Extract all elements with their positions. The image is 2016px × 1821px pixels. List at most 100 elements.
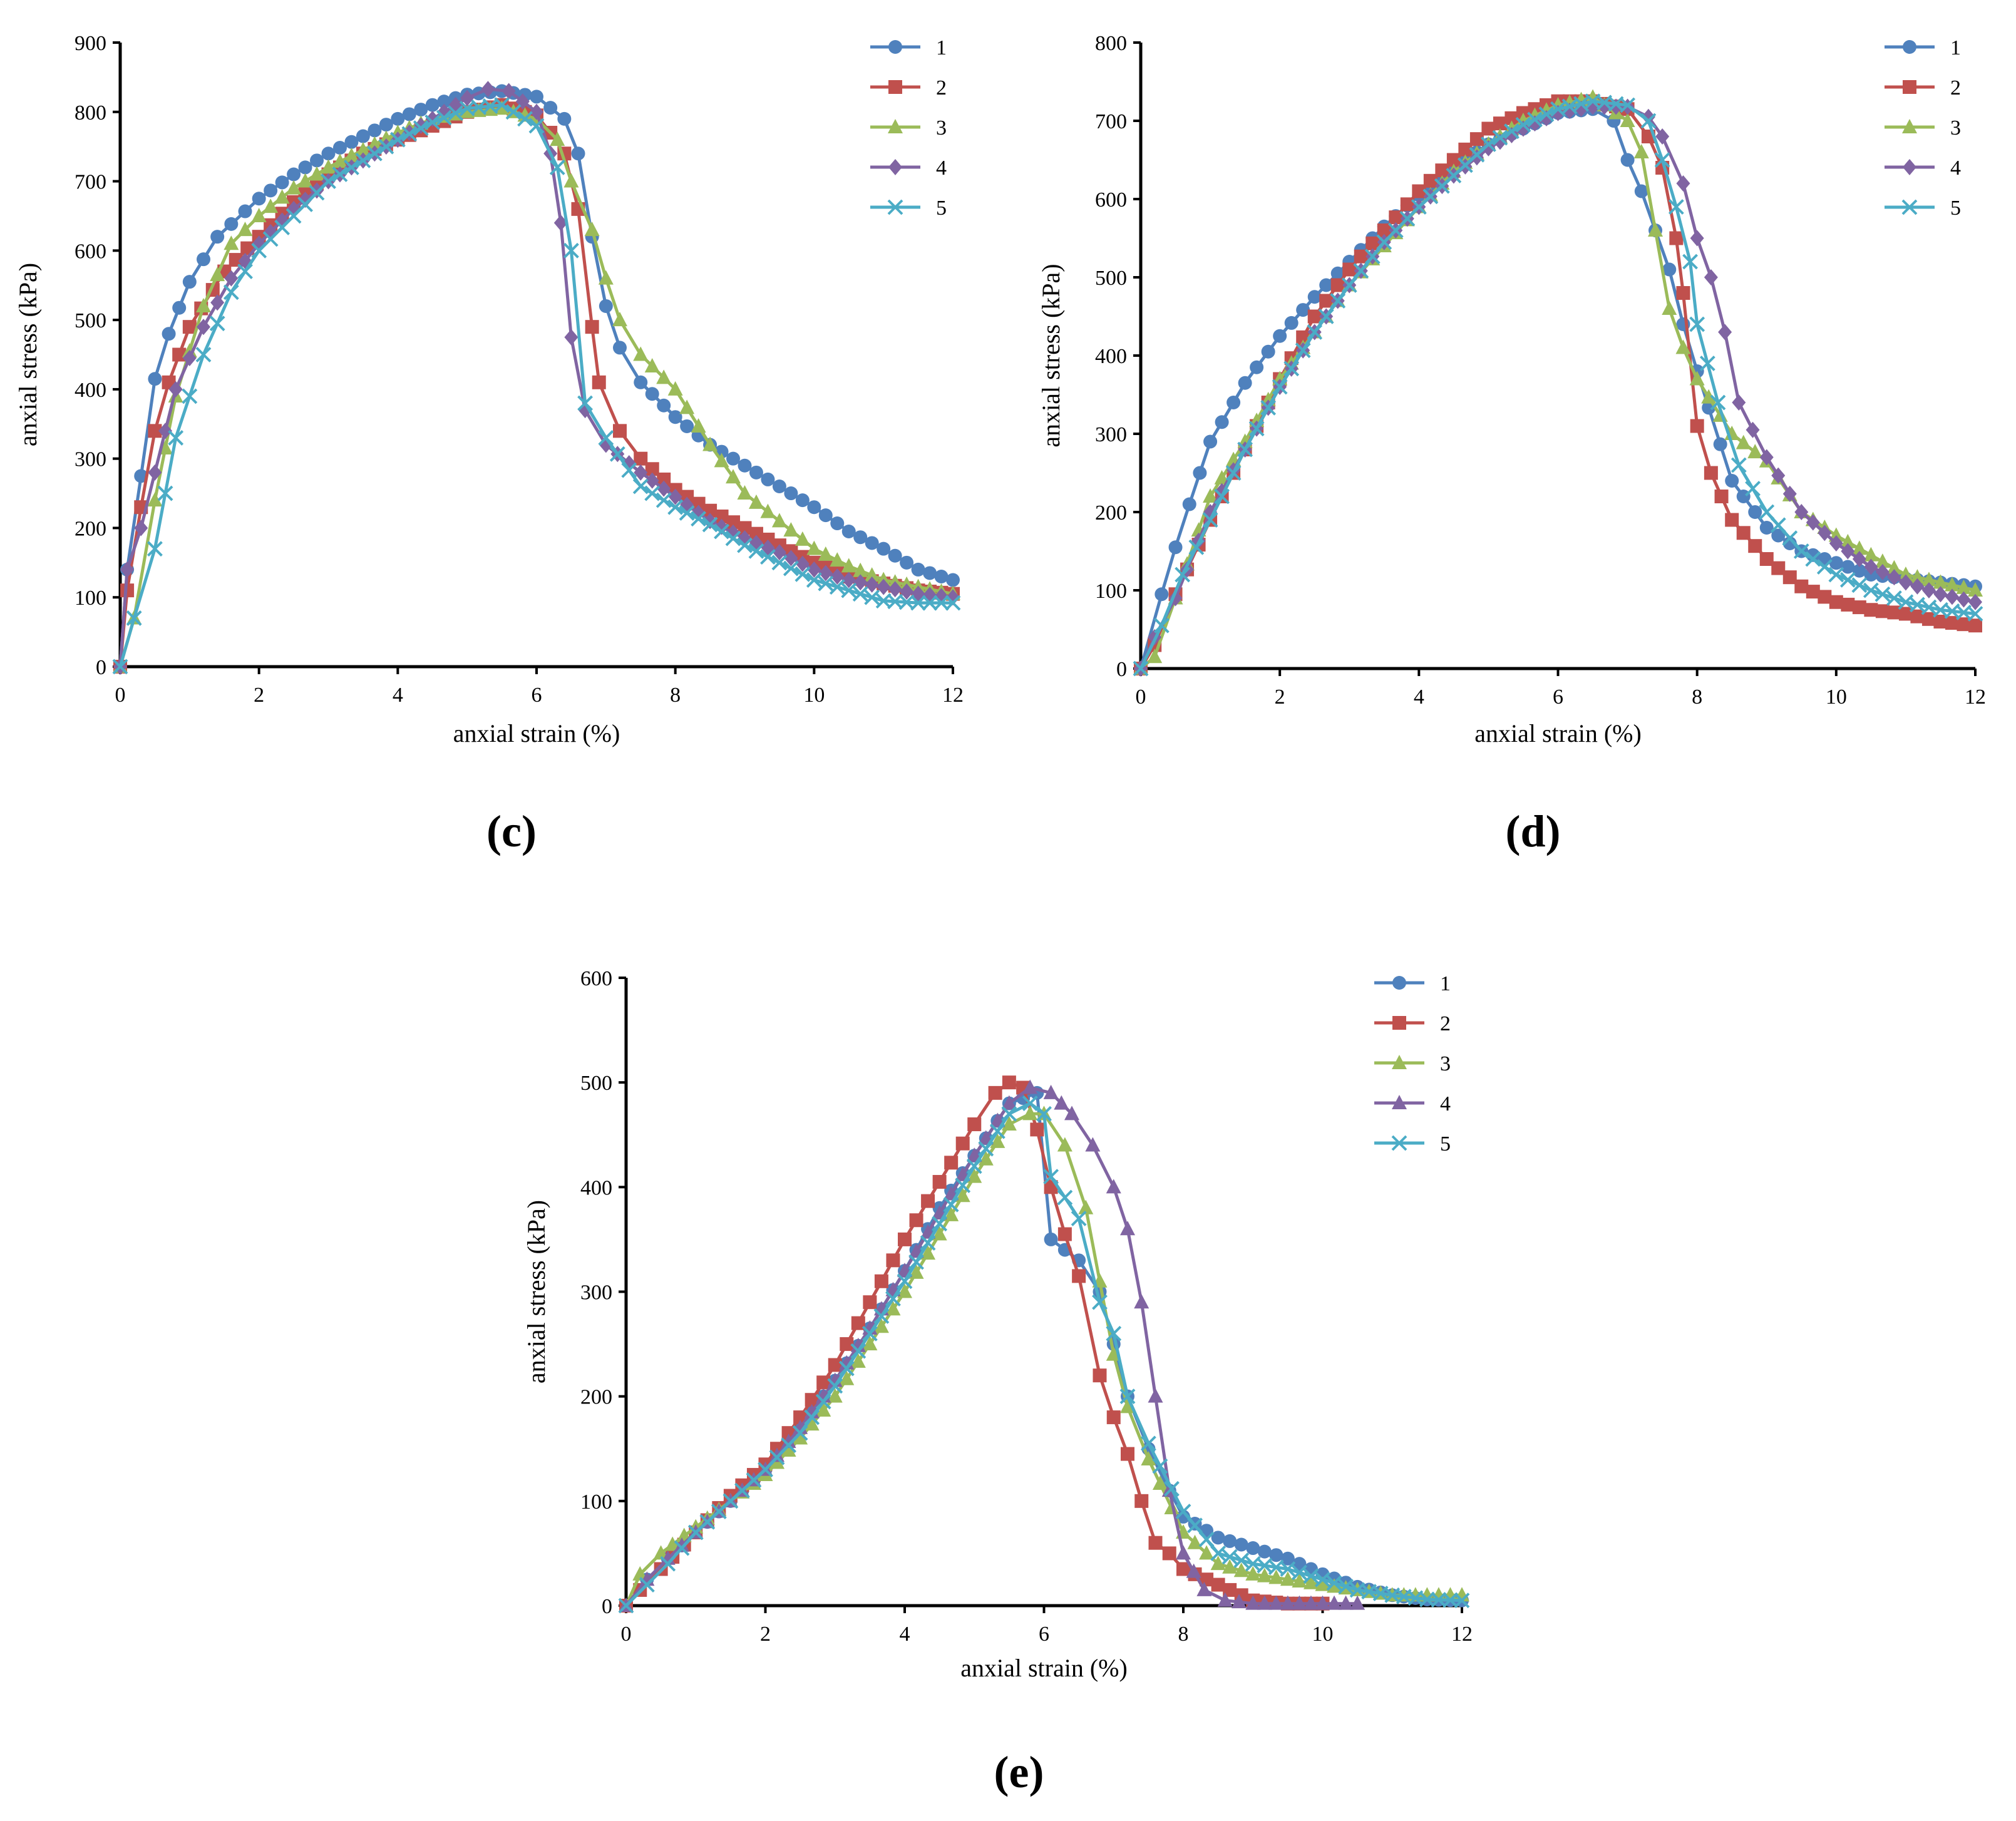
- series-5: [112, 97, 961, 675]
- data-point: [1864, 558, 1878, 575]
- data-point: [864, 589, 880, 605]
- data-point: [355, 141, 371, 156]
- data-point: [645, 472, 659, 489]
- data-point: [932, 1174, 947, 1189]
- data-point: [1504, 123, 1520, 140]
- data-point: [1148, 1388, 1163, 1403]
- data-point: [1561, 98, 1578, 115]
- data-point: [769, 1447, 785, 1462]
- data-point: [1148, 1536, 1163, 1550]
- data-point: [772, 544, 786, 561]
- data-point: [691, 496, 706, 511]
- data-point: [1315, 1595, 1330, 1610]
- data-point: [367, 136, 383, 151]
- data-point: [827, 1388, 843, 1403]
- data-point: [818, 575, 834, 592]
- data-point: [1933, 615, 1948, 628]
- legend-entry-3: 3: [870, 116, 947, 140]
- legend-label: 3: [1950, 116, 1961, 140]
- data-point: [1001, 1105, 1017, 1122]
- data-point: [897, 1273, 913, 1290]
- data-point: [437, 95, 451, 109]
- data-point: [1689, 371, 1705, 386]
- x-axis-label: anxial strain (%): [960, 1654, 1128, 1682]
- data-point: [1152, 1475, 1168, 1490]
- data-point: [864, 567, 880, 582]
- data-point: [1134, 1494, 1149, 1508]
- data-point: [1399, 210, 1416, 227]
- data-point: [1315, 1571, 1330, 1588]
- data-point: [841, 558, 856, 573]
- data-point: [841, 572, 856, 588]
- data-point: [1338, 1578, 1354, 1594]
- data-point: [1376, 234, 1392, 250]
- data-point: [481, 81, 495, 98]
- data-point: [850, 1353, 866, 1368]
- data-point: [738, 458, 752, 473]
- data-point: [898, 1232, 912, 1246]
- data-point: [873, 1318, 889, 1333]
- data-point: [1303, 1574, 1319, 1589]
- data-point: [1292, 1557, 1307, 1571]
- data-point: [1829, 535, 1843, 551]
- data-point: [1296, 303, 1310, 317]
- data-point: [1759, 504, 1775, 520]
- data-point: [494, 97, 510, 113]
- y-tick-label: 700: [75, 171, 106, 194]
- legend-entry-5: 5: [870, 197, 947, 220]
- data-point: [1725, 513, 1739, 527]
- data-point: [1030, 1122, 1044, 1137]
- data-point: [1921, 612, 1936, 626]
- y-tick-label: 900: [75, 32, 106, 55]
- data-point: [229, 253, 243, 267]
- data-point: [1269, 1548, 1283, 1562]
- data-point: [1106, 1179, 1121, 1194]
- data-point: [1968, 593, 1982, 610]
- data-point: [644, 357, 660, 372]
- data-point: [1675, 339, 1691, 354]
- legend-entry-5: 5: [1885, 197, 1961, 220]
- data-point: [298, 192, 312, 208]
- data-point: [1851, 540, 1867, 555]
- data-point: [865, 576, 879, 593]
- data-point: [1198, 1531, 1215, 1547]
- data-point: [861, 1325, 878, 1341]
- data-point: [1714, 490, 1729, 503]
- data-point: [934, 569, 949, 583]
- data-point: [1257, 1567, 1272, 1582]
- data-point: [112, 659, 128, 675]
- data-point: [1957, 591, 1971, 608]
- data-point: [1419, 1591, 1435, 1608]
- data-point: [1818, 590, 1832, 604]
- data-point: [1481, 121, 1496, 136]
- data-point: [910, 595, 926, 611]
- data-point: [1690, 419, 1704, 433]
- data-point: [494, 100, 510, 115]
- data-point: [897, 1283, 912, 1298]
- data-point: [1211, 1577, 1225, 1592]
- data-point: [321, 146, 336, 161]
- x-tick-label: 6: [1039, 1623, 1049, 1646]
- data-point: [634, 375, 648, 389]
- data-point: [966, 1158, 982, 1174]
- data-point: [1307, 309, 1322, 324]
- x-tick-label: 8: [670, 684, 681, 707]
- data-point: [368, 123, 382, 138]
- data-point: [1188, 539, 1205, 555]
- data-point: [922, 595, 938, 611]
- panel-label: (e): [994, 1747, 1044, 1797]
- data-point: [1933, 586, 1948, 603]
- legend-label: 3: [936, 116, 947, 140]
- data-point: [134, 469, 148, 483]
- data-point: [182, 275, 197, 289]
- data-point: [1387, 222, 1404, 239]
- data-point: [967, 1117, 982, 1132]
- data-point: [674, 1537, 689, 1552]
- data-point: [1863, 546, 1879, 562]
- data-point: [1699, 356, 1715, 371]
- data-point: [944, 1206, 959, 1221]
- data-point: [1022, 1079, 1038, 1094]
- legend-label: 2: [1950, 76, 1961, 100]
- data-point: [830, 568, 845, 585]
- data-point: [1043, 1169, 1059, 1185]
